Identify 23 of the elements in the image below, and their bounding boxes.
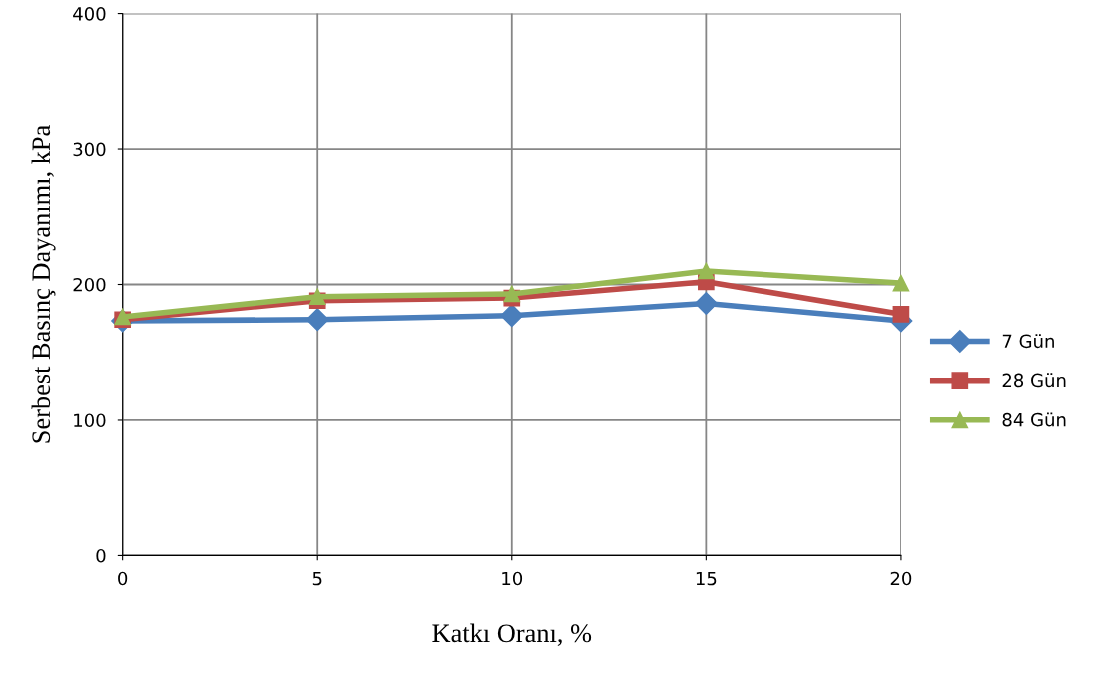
legend-label: 84 Gün <box>1002 412 1066 427</box>
y-tick-label: 200 <box>73 277 106 292</box>
x-tick-label: 20 <box>890 571 912 586</box>
point <box>308 288 326 306</box>
x-tick-label: 5 <box>312 571 322 586</box>
y-tick-label: 300 <box>73 142 106 157</box>
point <box>892 305 910 323</box>
legend-label: 7 Gün <box>1002 334 1054 349</box>
x-tick-label: 15 <box>696 571 717 586</box>
point <box>694 291 718 315</box>
point <box>892 274 910 292</box>
point <box>698 262 715 280</box>
y-tick-label: 100 <box>74 413 106 428</box>
point <box>305 308 329 332</box>
x-tick-label: 0 <box>118 571 128 586</box>
legend-label: 28 Gün <box>1002 373 1066 388</box>
x-axis-title: Katkı Oranı, % <box>432 623 592 646</box>
point <box>503 285 521 303</box>
y-tick-label: 400 <box>73 7 106 21</box>
x-tick-label: 10 <box>502 571 523 586</box>
y-axis-title: Serbest Basınç Dayanımı, kPa <box>31 125 56 443</box>
point <box>500 304 524 328</box>
y-tick-label: 0 <box>96 548 106 563</box>
